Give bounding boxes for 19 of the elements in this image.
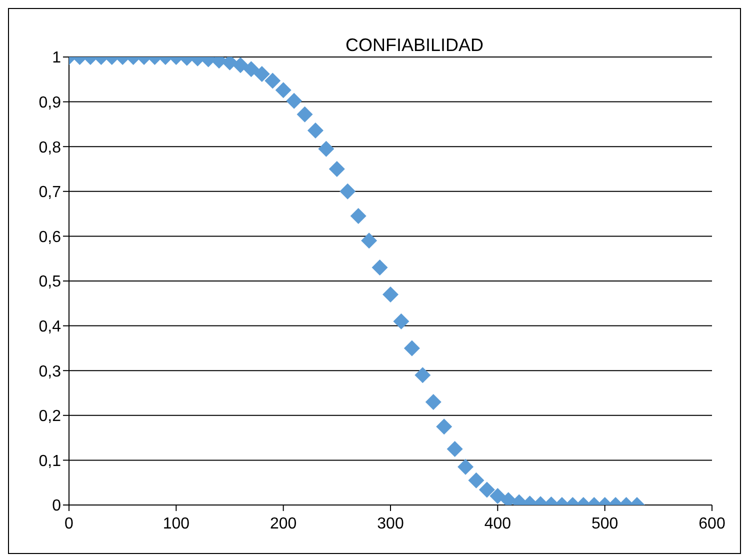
y-tick-label: 0,4 <box>38 318 62 336</box>
y-tick-label: 0,1 <box>38 452 62 470</box>
y-tick-label: 0,6 <box>38 228 62 246</box>
y-tick-label: 0,3 <box>38 363 62 380</box>
y-tick-label: 0,9 <box>38 94 62 112</box>
y-tick-label: 0,7 <box>38 184 62 202</box>
x-tick-label: 200 <box>270 515 297 532</box>
y-tick-label: 0 <box>52 498 62 515</box>
chart-title: CONFIABILIDAD <box>345 35 484 55</box>
y-tick-label: 0,8 <box>38 139 62 156</box>
x-tick-label: 300 <box>377 515 404 532</box>
x-tick-label: 400 <box>484 515 512 532</box>
x-tick-label: 0 <box>64 515 74 532</box>
y-tick-label: 0,5 <box>38 274 62 291</box>
y-tick-label: 0,2 <box>38 408 62 426</box>
x-tick-label: 600 <box>698 515 726 532</box>
y-tick-label: 1 <box>52 50 62 67</box>
x-tick-label: 100 <box>162 515 190 532</box>
x-tick-label: 500 <box>591 515 618 532</box>
